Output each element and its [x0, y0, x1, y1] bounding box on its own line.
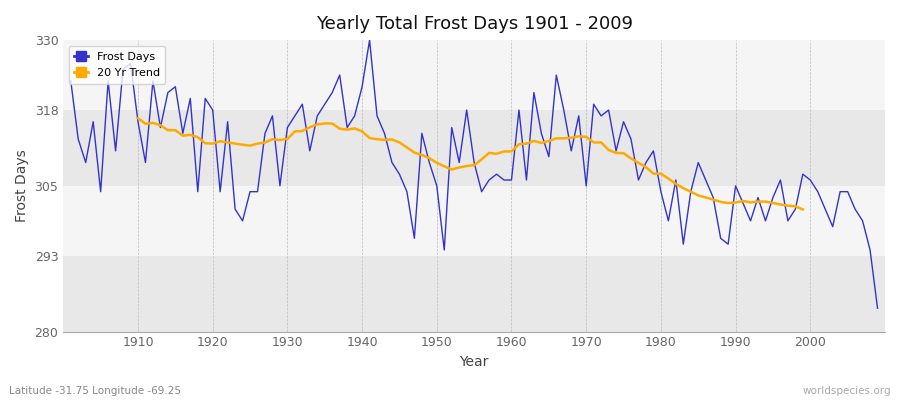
X-axis label: Year: Year [460, 355, 489, 369]
Bar [63, 40, 885, 110]
Title: Yearly Total Frost Days 1901 - 2009: Yearly Total Frost Days 1901 - 2009 [316, 15, 633, 33]
Text: Latitude -31.75 Longitude -69.25: Latitude -31.75 Longitude -69.25 [9, 386, 181, 396]
Bar [63, 110, 885, 186]
Y-axis label: Frost Days: Frost Days [15, 150, 29, 222]
Text: worldspecies.org: worldspecies.org [803, 386, 891, 396]
Bar [63, 256, 885, 332]
Bar [63, 186, 885, 256]
Legend: Frost Days, 20 Yr Trend: Frost Days, 20 Yr Trend [68, 46, 166, 84]
